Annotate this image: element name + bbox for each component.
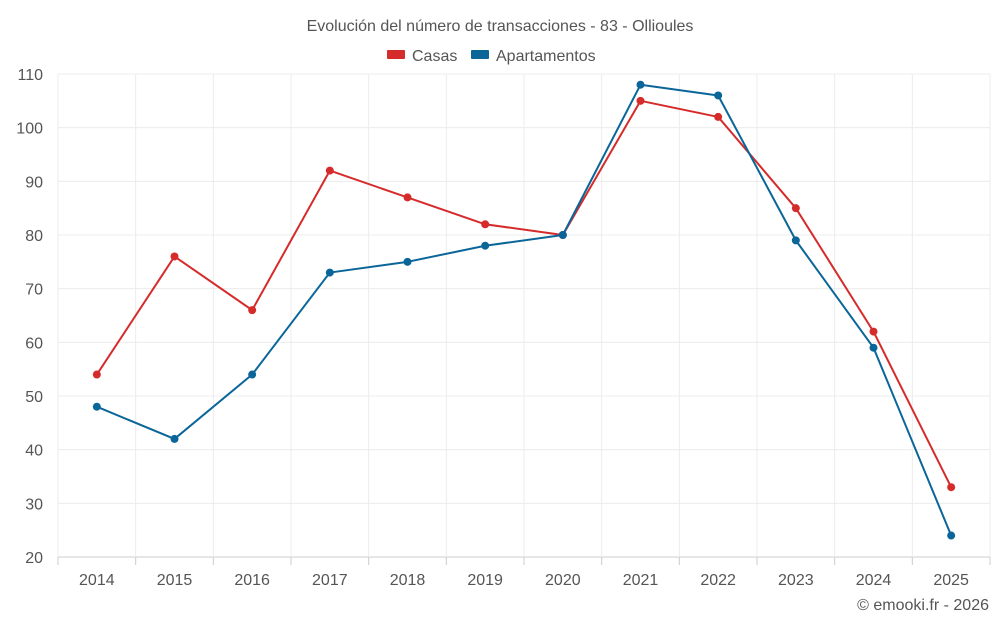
point-apartamentos-2017[interactable]	[325, 268, 334, 277]
series-line-apartamentos[interactable]	[95, 83, 953, 537]
legend-label-apartamentos[interactable]: Apartamentos	[496, 48, 596, 65]
point-casas-2024[interactable]	[869, 327, 878, 336]
point-casas-2022[interactable]	[714, 112, 723, 121]
grid	[57, 73, 991, 558]
y-tick-label-40: 40	[25, 443, 43, 460]
x-tick-label-2015: 2015	[157, 572, 193, 589]
x-tick-label-2025: 2025	[933, 572, 969, 589]
point-casas-2015[interactable]	[170, 252, 179, 261]
series-line-casas[interactable]	[95, 99, 953, 489]
x-tick-label-2017: 2017	[312, 572, 348, 589]
point-apartamentos-2021[interactable]	[636, 80, 645, 89]
y-tick-label-90: 90	[25, 174, 43, 191]
y-tick-label-60: 60	[25, 335, 43, 352]
y-tick-label-100: 100	[16, 121, 43, 138]
point-apartamentos-2020[interactable]	[558, 231, 567, 239]
x-tick-label-2022: 2022	[700, 572, 736, 589]
point-apartamentos-2024[interactable]	[869, 343, 878, 352]
y-tick-label-80: 80	[25, 228, 43, 245]
y-tick-label-50: 50	[25, 389, 43, 406]
x-axis: 2014 2015 2016 2017 2018 2019 2020 2021 2022 2023…	[57, 557, 991, 589]
y-tick-label-70: 70	[25, 282, 43, 299]
series-group	[92, 80, 956, 540]
point-casas-2018[interactable]	[403, 193, 412, 202]
legend-swatch-casas	[387, 50, 405, 59]
legend-label-casas[interactable]: Casas	[412, 48, 457, 65]
point-apartamentos-2016[interactable]	[248, 370, 257, 379]
point-apartamentos-2023[interactable]	[791, 236, 800, 245]
point-apartamentos-2025[interactable]	[947, 531, 956, 540]
point-apartamentos-2019[interactable]	[481, 241, 490, 250]
x-tick-label-2019: 2019	[467, 572, 503, 589]
point-apartamentos-2015[interactable]	[170, 434, 179, 443]
legend[interactable]: Casas Apartamentos	[387, 48, 596, 65]
y-tick-label-30: 30	[25, 496, 43, 513]
point-casas-2023[interactable]	[791, 204, 800, 213]
x-tick-label-2014: 2014	[79, 572, 115, 589]
point-casas-2021[interactable]	[636, 96, 645, 105]
chart-credit: © emooki.fr - 2026	[857, 597, 989, 614]
point-casas-2016[interactable]	[248, 306, 257, 315]
point-casas-2019[interactable]	[481, 220, 490, 229]
point-casas-2017[interactable]	[325, 166, 334, 175]
point-apartamentos-2022[interactable]	[714, 91, 723, 100]
x-tick-label-2023: 2023	[778, 572, 814, 589]
x-tick-label-2024: 2024	[856, 572, 892, 589]
legend-swatch-apartamentos	[471, 50, 489, 59]
point-casas-2014[interactable]	[92, 370, 101, 379]
x-tick-label-2021: 2021	[623, 572, 659, 589]
point-apartamentos-2018[interactable]	[403, 257, 412, 266]
point-casas-2025[interactable]	[947, 483, 956, 492]
x-tick-label-2020: 2020	[545, 572, 581, 589]
point-apartamentos-2014[interactable]	[92, 402, 101, 411]
y-axis: 20 30 40 50 60 70 80 90 100 110	[16, 67, 43, 567]
y-tick-label-110: 110	[17, 67, 43, 84]
y-tick-label-20: 20	[25, 550, 43, 567]
x-tick-label-2016: 2016	[234, 572, 270, 589]
x-tick-label-2018: 2018	[390, 572, 426, 589]
chart-title: Evolución del número de transacciones - …	[307, 18, 694, 35]
